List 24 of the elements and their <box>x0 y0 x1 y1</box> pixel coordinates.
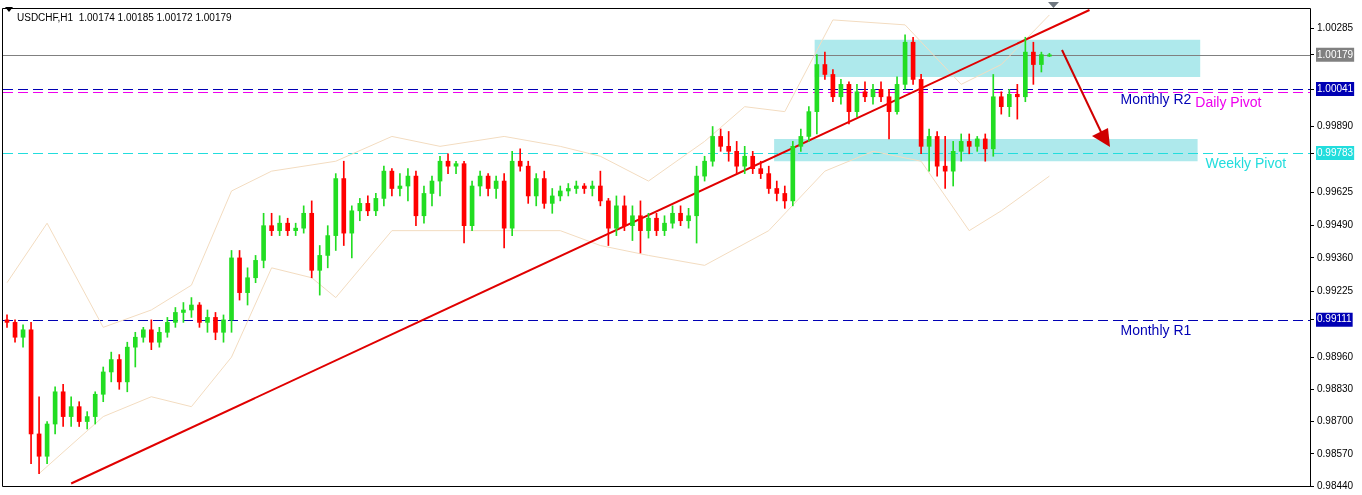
y-tick-label: 0.98440 <box>1317 479 1354 491</box>
candlestick <box>565 183 571 197</box>
y-tick-label: 0.99890 <box>1317 120 1354 132</box>
y-tick-label: 0.98700 <box>1317 415 1354 427</box>
ref-line-label: Weekly Pivot <box>1205 154 1287 171</box>
y-tick-label: 0.99490 <box>1317 219 1354 231</box>
y-tick-label: 0.99225 <box>1317 285 1354 297</box>
y-tick-label: 0.99111 <box>1317 313 1353 325</box>
candlestick <box>293 222 298 236</box>
ref-line-label: Monthly R2 <box>1120 90 1192 107</box>
ref-line-label: Daily Pivot <box>1195 93 1262 110</box>
y-tick-label: 0.98960 <box>1317 350 1354 362</box>
candlestick <box>573 180 579 194</box>
ref-line-label: Monthly R1 <box>1120 321 1192 338</box>
y-tick-label: 0.99625 <box>1317 185 1354 197</box>
y-tick-label: 0.98570 <box>1317 447 1354 459</box>
y-tick-label: 0.99783 <box>1317 146 1354 158</box>
y-tick-label: 0.98830 <box>1317 383 1354 395</box>
y-tick-label: 0.99360 <box>1317 251 1354 263</box>
y-tick-label: 1.00179 <box>1317 48 1354 60</box>
y-tick-label: 1.00041 <box>1317 82 1354 94</box>
chart-title: USDCHF,H1 1.00174 1.00185 1.00172 1.00179 <box>17 11 233 23</box>
y-tick-label: 1.00285 <box>1317 22 1354 34</box>
candlestick <box>1015 84 1020 120</box>
